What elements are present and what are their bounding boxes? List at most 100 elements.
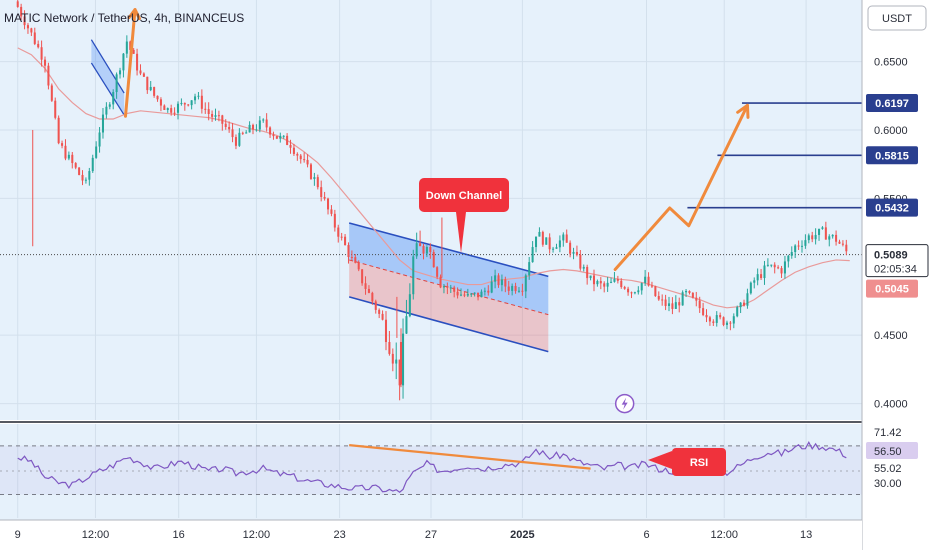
candle-body (756, 274, 759, 281)
early-arrow (123, 8, 137, 118)
candle-body (296, 153, 299, 156)
candle-body (234, 137, 237, 146)
candle-body (835, 234, 838, 242)
candle-body (494, 275, 497, 282)
y-tick-label: 0.6500 (874, 57, 908, 69)
candle-body (640, 283, 643, 291)
candle-body (47, 65, 50, 86)
rsi-level-label: 71.42 (874, 427, 902, 439)
candle-body (364, 283, 367, 289)
rsi-divergence-line (349, 444, 591, 470)
x-tick-label: 12:00 (243, 529, 271, 541)
candle-body (408, 294, 411, 317)
x-tick-label: 23 (333, 529, 345, 541)
candle-body (647, 276, 650, 286)
x-tick-label: 27 (425, 529, 437, 541)
candle-body (497, 275, 500, 286)
candle-body (814, 234, 817, 240)
candle-body (61, 143, 64, 146)
candle-body (323, 196, 326, 199)
candle-body (739, 302, 742, 308)
x-tick-label: 6 (643, 529, 649, 541)
candle-body (269, 127, 272, 135)
candle-body (395, 359, 398, 364)
candle-body (548, 237, 551, 250)
candle-body (449, 287, 452, 289)
rsi-callout-pointer (648, 451, 672, 469)
candle-body (528, 262, 531, 276)
moving-average-layer (17, 47, 850, 309)
candle-body (603, 283, 606, 287)
candle-body (627, 288, 630, 293)
candle-body (606, 282, 609, 287)
candle-body (463, 294, 466, 296)
candle-body (821, 227, 824, 229)
candle-body (402, 333, 405, 386)
candle-body (361, 269, 364, 284)
candle-body (245, 132, 248, 134)
moving-average-line (17, 47, 850, 309)
candle-body (599, 281, 602, 284)
x-tick-label: 12:00 (710, 529, 738, 541)
candle-body (43, 59, 47, 66)
candle-body (217, 115, 220, 117)
candle-body (760, 274, 763, 279)
candle-body (381, 313, 384, 320)
candle-body (330, 209, 333, 214)
candle-body (166, 108, 169, 111)
candle-body (142, 73, 145, 77)
candle-body (732, 316, 735, 324)
candle-body (575, 251, 578, 255)
candle-body (57, 117, 60, 144)
candle-body (477, 292, 480, 298)
overlay-layer (0, 39, 862, 353)
candle-body (695, 297, 698, 301)
candle-body (350, 257, 353, 259)
candle-body (340, 236, 343, 238)
candle-body (818, 228, 821, 235)
candle-body (742, 302, 746, 306)
candle-body (183, 102, 186, 105)
candle-body (84, 179, 87, 181)
candle-body (490, 281, 493, 293)
candle-body (545, 237, 548, 245)
candle-body (749, 282, 752, 294)
early-channel-lower (90, 62, 125, 116)
candle-body (746, 293, 749, 306)
candle-body (777, 267, 780, 269)
candle-body (705, 314, 708, 318)
candle-body (780, 268, 783, 274)
current-price-label: 0.5089 (874, 250, 908, 262)
candle-body (289, 144, 292, 148)
candle-body (613, 279, 616, 282)
early-arrow-head (127, 8, 141, 21)
candle-body (681, 292, 684, 306)
candle-body (470, 293, 473, 295)
candle-body (633, 292, 636, 294)
candle-body (807, 235, 810, 241)
target-level-label: 0.5432 (875, 203, 909, 215)
candle-body (371, 292, 374, 302)
candle-body (275, 136, 278, 139)
candle-body (657, 296, 660, 300)
projection-arrow (613, 103, 749, 272)
channel-upper-fill (349, 222, 549, 315)
x-tick-label: 16 (173, 529, 185, 541)
candle-body (841, 243, 844, 245)
candle-body (800, 245, 804, 247)
candle-body (725, 322, 728, 325)
candle-body (23, 16, 26, 26)
candle-body (419, 243, 422, 247)
candle-body (586, 266, 589, 279)
candle-body (596, 281, 599, 285)
rsi-current-tag (866, 442, 918, 459)
candle-body (715, 315, 718, 323)
candle-body (487, 290, 490, 293)
target-level-tag (866, 146, 918, 165)
candle-body (78, 167, 81, 175)
candle-body (105, 106, 108, 115)
candle-body (378, 309, 381, 314)
candle-body (722, 317, 725, 325)
candle-body (439, 276, 442, 288)
